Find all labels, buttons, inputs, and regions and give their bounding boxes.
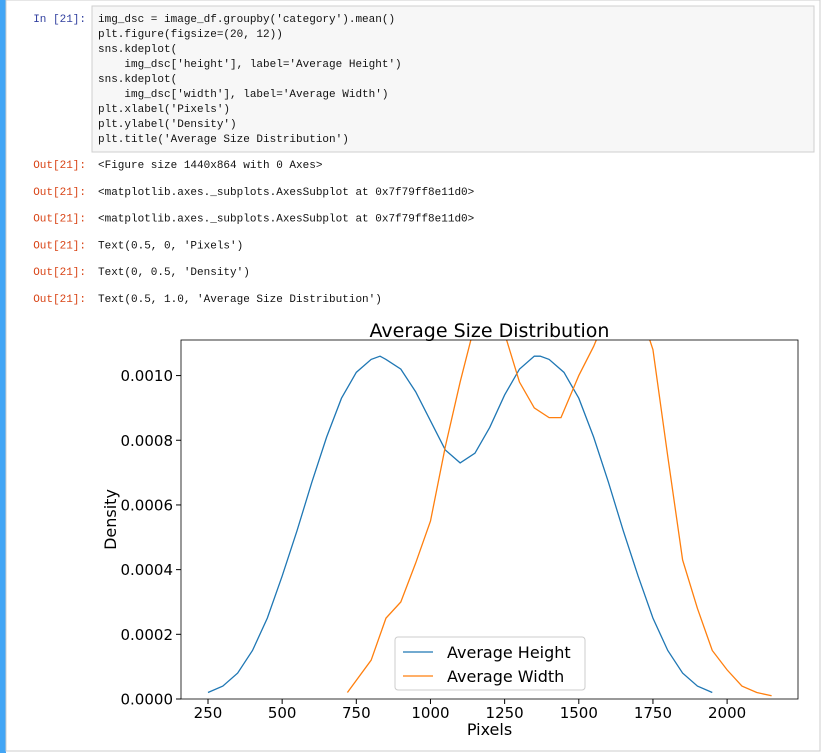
code-line: img_dsc['height'], label='Average Height… (98, 59, 402, 71)
axes-frame (180, 339, 799, 700)
x-tick-label: 1250 (486, 704, 524, 722)
series-line (346, 340, 772, 697)
legend-label: Average Height (447, 643, 571, 662)
cell-border (5, 0, 821, 752)
x-tick-label: 1000 (411, 704, 449, 722)
output-text: <Figure size 1440x864 with 0 Axes> (98, 160, 322, 172)
code-line: img_dsc = image_df.groupby('category').m… (98, 14, 395, 26)
output-text: <matplotlib.axes._subplots.AxesSubplot a… (98, 214, 474, 226)
y-tick-label: 0.0006 (121, 496, 174, 514)
selection-bar (0, 0, 6, 753)
x-axis-label: Pixels (467, 720, 512, 739)
legend-box (394, 636, 586, 691)
y-tick-label: 0.0000 (121, 691, 174, 709)
output-prompt: Out[21]: (33, 214, 86, 226)
code-line: sns.kdeplot( (98, 44, 177, 56)
output-prompt: Out[21]: (33, 294, 86, 306)
output-text: Text(0, 0.5, 'Density') (98, 267, 250, 279)
y-tick-label: 0.0008 (121, 432, 174, 450)
code-line: img_dsc['width'], label='Average Width') (98, 89, 388, 101)
output-text: Text(0.5, 1.0, 'Average Size Distributio… (98, 294, 382, 306)
code-line: sns.kdeplot( (98, 74, 177, 86)
code-line: plt.xlabel('Pixels') (98, 104, 230, 116)
plot-area (207, 340, 772, 697)
output-prompt: Out[21]: (33, 160, 86, 172)
series-line (207, 355, 713, 694)
chart-title: Average Size Distribution (370, 320, 610, 342)
code-line: plt.ylabel('Density') (98, 119, 237, 131)
output-text: <matplotlib.axes._subplots.AxesSubplot a… (98, 187, 474, 199)
x-tick-label: 1500 (560, 704, 598, 722)
output-prompt: Out[21]: (33, 240, 86, 252)
y-tick-label: 0.0002 (121, 626, 174, 644)
output-prompt: Out[21]: (33, 267, 86, 279)
code-line: plt.figure(figsize=(20, 12)) (98, 29, 283, 41)
x-tick-label: 2000 (708, 704, 746, 722)
input-area[interactable] (91, 5, 815, 153)
output-prompt: Out[21]: (33, 187, 86, 199)
x-tick-label: 1750 (634, 704, 672, 722)
x-tick-label: 500 (268, 704, 297, 722)
legend-label: Average Width (447, 667, 564, 686)
y-tick-label: 0.0010 (121, 367, 174, 385)
x-tick-label: 750 (342, 704, 371, 722)
input-prompt: In [21]: (33, 14, 86, 26)
output-text: Text(0.5, 0, 'Pixels') (98, 240, 243, 252)
y-tick-label: 0.0004 (121, 561, 174, 579)
y-axis-label: Density (101, 489, 120, 550)
code-line: plt.title('Average Size Distribution') (98, 134, 349, 146)
x-tick-label: 250 (194, 704, 223, 722)
